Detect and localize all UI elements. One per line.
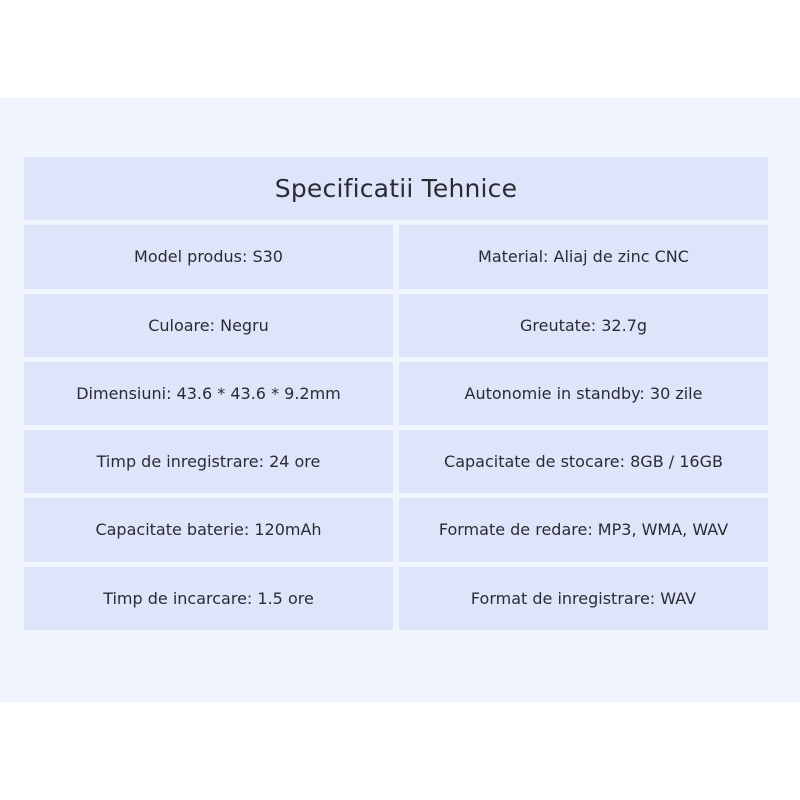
spec-cell-label: Material: Aliaj de zinc CNC [478,247,689,267]
spec-cell-label: Format de inregistrare: WAV [470,588,697,608]
spec-cell-label: Model produs: S30 [134,247,283,267]
table-row: Culoare: Negru Greutate: 32.7g [24,293,768,357]
spec-cell-right: Greutate: 32.7g [399,293,768,357]
spec-cell-label: Timp de incarcare: 1.5 ore [103,588,314,608]
spec-cell-left: Capacitate baterie: 120mAh [24,498,393,562]
table-row: Dimensiuni: 43.6 * 43.6 * 9.2mm Autonomi… [24,361,768,426]
spec-cell-right: Format de inregistrare: WAV [399,566,768,630]
spec-cell-label: Capacitate baterie: 120mAh [95,520,322,540]
table-title-row: Specificatii Tehnice [24,157,768,221]
spec-cell-left: Timp de inregistrare: 24 ore [24,430,393,494]
spec-cell-label: Capacitate de stocare: 8GB / 16GB [444,452,723,472]
spec-cell-label: Timp de inregistrare: 24 ore [96,452,321,472]
spec-cell-right: Formate de redare: MP3, WMA, WAV [399,498,768,562]
table-row: Timp de incarcare: 1.5 ore Format de inr… [24,566,768,630]
table-row: Capacitate baterie: 120mAh Formate de re… [24,498,768,562]
spec-cell-left: Timp de incarcare: 1.5 ore [24,566,393,630]
specifications-table: Specificatii Tehnice Model produs: S30 M… [24,157,768,630]
spec-cell-label: Culoare: Negru [148,315,269,335]
spec-cell-label: Formate de redare: MP3, WMA, WAV [438,520,729,540]
spec-cell-label: Greutate: 32.7g [519,315,648,335]
spec-cell-right: Capacitate de stocare: 8GB / 16GB [399,430,768,494]
spec-cell-right: Material: Aliaj de zinc CNC [399,225,768,289]
spec-cell-left: Model produs: S30 [24,225,393,289]
spec-cell-right: Autonomie in standby: 30 zile [399,361,768,426]
page-title: Specificatii Tehnice [274,174,518,204]
table-row: Timp de inregistrare: 24 ore Capacitate … [24,430,768,494]
spec-cell-label: Autonomie in standby: 30 zile [464,383,703,403]
spec-cell-left: Dimensiuni: 43.6 * 43.6 * 9.2mm [24,361,393,426]
table-row: Model produs: S30 Material: Aliaj de zin… [24,225,768,289]
spec-cell-left: Culoare: Negru [24,293,393,357]
spec-cell-label: Dimensiuni: 43.6 * 43.6 * 9.2mm [76,383,341,403]
